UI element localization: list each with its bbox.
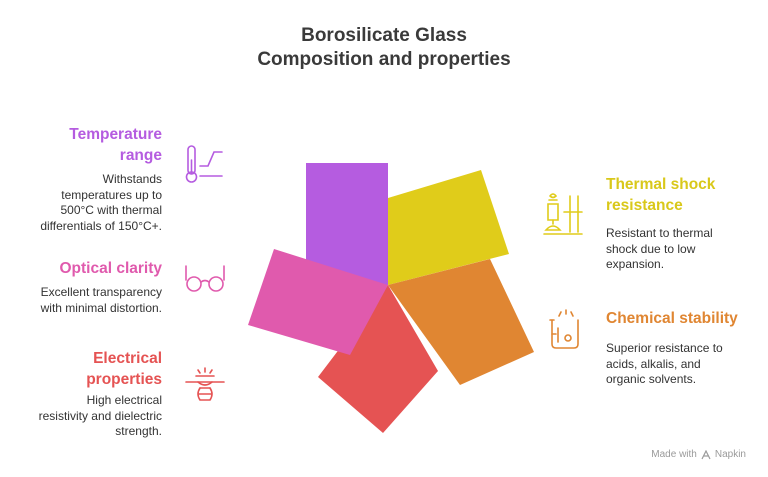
glasses-icon <box>182 260 228 296</box>
thermometer-icon <box>182 142 228 186</box>
item-description: Superior resistance to acids, alkalis, a… <box>606 341 723 386</box>
item-chemical-stability: Chemical stability Superior resistance t… <box>606 308 756 388</box>
petal-electrical <box>318 285 438 433</box>
title-line-2: Composition and properties <box>257 49 511 70</box>
beaker-icon <box>544 308 584 352</box>
petal-chemical <box>388 259 534 385</box>
item-heading: Thermal shock resistance <box>606 176 716 214</box>
item-electrical-properties: Electrical properties High electrical re… <box>24 348 162 440</box>
diagram-title: Borosilicate Glass Composition and prope… <box>0 24 768 72</box>
item-description: Excellent transparency with minimal dist… <box>40 285 162 315</box>
item-thermal-shock-resistance: Thermal shock resistance Resistant to th… <box>606 174 756 273</box>
lab-burner-icon <box>540 190 586 238</box>
item-description: Resistant to thermal shock due to low ex… <box>606 226 713 271</box>
title-line-1: Borosilicate Glass <box>301 25 467 46</box>
item-heading: Electrical properties <box>86 350 162 388</box>
made-with-label: Made with <box>651 449 697 460</box>
item-description: Withstands temperatures up to 500°C with… <box>40 172 162 233</box>
petal-thermal-shock <box>388 170 509 285</box>
item-heading: Temperature range <box>69 126 162 164</box>
petal-optical <box>248 249 388 355</box>
item-heading: Chemical stability <box>606 310 738 327</box>
item-optical-clarity: Optical clarity Excellent transparency w… <box>24 258 162 316</box>
item-temperature-range: Temperature range Withstands temperature… <box>24 124 162 234</box>
napkin-logo-icon <box>701 449 711 460</box>
napkin-brand: Napkin <box>714 449 746 460</box>
made-with-napkin-badge[interactable]: Made with Napkin <box>651 449 746 460</box>
item-heading: Optical clarity <box>59 260 162 277</box>
petal-temperature <box>306 163 388 285</box>
item-description: High electrical resistivity and dielectr… <box>38 393 162 438</box>
insulator-icon <box>182 366 228 410</box>
